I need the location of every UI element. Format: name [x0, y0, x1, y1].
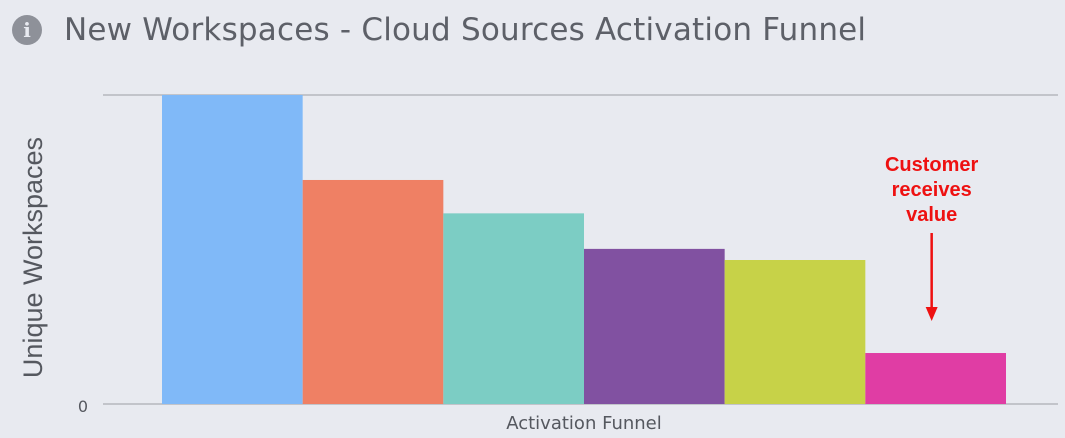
- info-icon[interactable]: i: [12, 15, 42, 45]
- annotation: Customer receives value: [885, 154, 979, 322]
- bar-5: [724, 260, 866, 404]
- chart-title: New Workspaces - Cloud Sources Activatio…: [64, 12, 867, 48]
- bar-1: [162, 95, 303, 404]
- y-tick-label: 0: [78, 397, 88, 416]
- annotation-text-line: receives: [892, 179, 972, 201]
- y-axis-label: Unique Workspaces: [18, 137, 48, 378]
- bar-4: [584, 248, 725, 404]
- bar-3: [443, 213, 584, 404]
- bar-2: [302, 179, 444, 404]
- annotation-text-line: value: [906, 204, 957, 226]
- annotation-arrow-head: [925, 307, 938, 322]
- annotation-text-line: Customer: [885, 154, 979, 176]
- chart-header: i New Workspaces - Cloud Sources Activat…: [12, 8, 866, 52]
- x-axis-label: Activation Funnel: [506, 413, 662, 434]
- bar-6: [865, 353, 1006, 404]
- bars: [162, 95, 1006, 404]
